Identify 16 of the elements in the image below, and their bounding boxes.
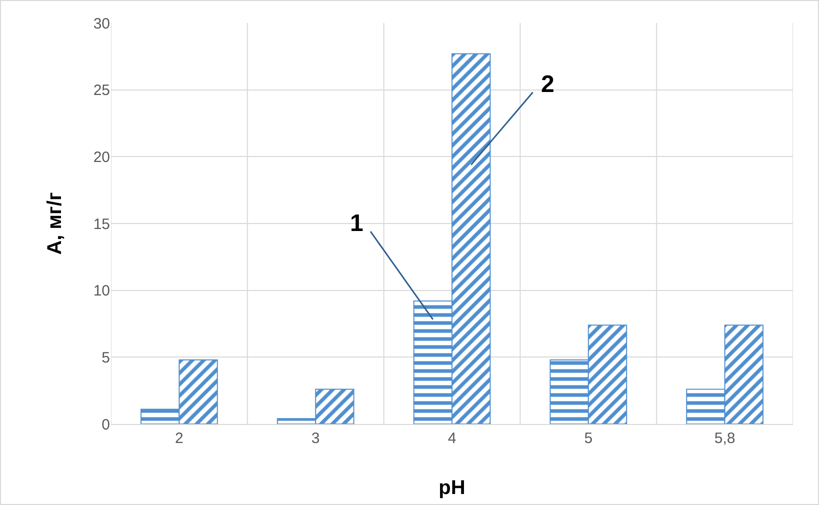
y-tick-label: 0	[102, 416, 110, 434]
y-tick-label: 25	[93, 82, 110, 100]
x-tick-label: 4	[448, 430, 456, 447]
text: 2	[541, 71, 554, 98]
text: 1	[350, 210, 364, 237]
y-tick-label: 30	[93, 15, 110, 32]
x-tick-label: 5	[584, 430, 593, 447]
y-axis-title: A, мг/г	[44, 192, 66, 255]
y-tick-label: 15	[93, 216, 110, 233]
y-tick-label: 20	[93, 148, 110, 166]
x-tick-label: 5,8	[714, 430, 736, 447]
y-tick-label: 10	[93, 282, 110, 300]
x-tick-label: 2	[175, 430, 184, 447]
y-tick-label: 5	[102, 349, 110, 366]
x-axis-title: pH	[438, 477, 466, 499]
x-tick-label: 3	[311, 430, 320, 447]
